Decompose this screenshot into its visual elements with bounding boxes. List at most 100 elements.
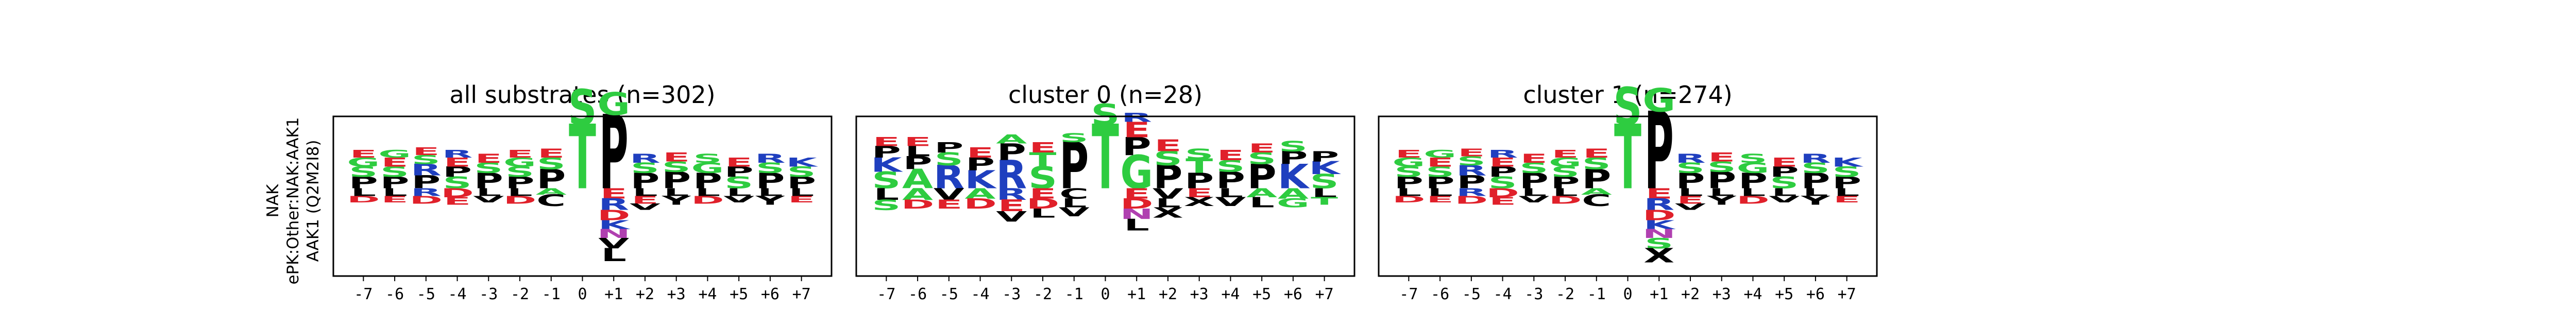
logo-letter: P <box>1278 148 1308 168</box>
logo-letter: E <box>1708 150 1735 164</box>
logo-letter: E <box>444 155 471 169</box>
x-tick-label: +4 <box>698 285 717 303</box>
logo-letter: N <box>1120 205 1154 222</box>
logo-letter: V <box>996 208 1027 225</box>
logo-column-+2: PSE VLX <box>1153 136 1183 221</box>
logo-letter: D <box>1549 194 1582 206</box>
logo-letter: X <box>1643 245 1674 267</box>
logo-letter: N <box>597 227 631 241</box>
x-tick-label: +4 <box>1743 285 1762 303</box>
x-tick-label: +6 <box>1284 285 1302 303</box>
logo-panel-0: all substrates (n=302)PSGELDPSEGLEPRSERD… <box>332 80 833 303</box>
logo-letter: R <box>996 152 1027 198</box>
logo-letter: S <box>537 154 566 173</box>
logo-letter: P <box>443 164 472 180</box>
logo-letter: S <box>631 160 659 176</box>
logo-letter: S <box>872 197 901 213</box>
logo-letter: E <box>1489 195 1516 208</box>
logo-letter: Y <box>661 194 691 208</box>
logo-letter: G <box>691 160 724 176</box>
logo-letter: P <box>965 154 995 175</box>
logo-letter: E <box>475 151 502 166</box>
logo-letter: E <box>506 148 534 160</box>
x-tick-label: +3 <box>1190 285 1209 303</box>
logo-letter: E <box>1520 151 1548 166</box>
logo-letter: R <box>755 151 786 166</box>
logo-letter: R <box>996 185 1027 203</box>
logo-letter: S <box>1488 174 1517 192</box>
logo-letter: E <box>1833 194 1860 204</box>
logo-letter: G <box>1277 196 1310 210</box>
logo-letter: E <box>1123 185 1150 202</box>
x-tick-label: +5 <box>1775 285 1793 303</box>
logo-letter: L <box>789 186 814 198</box>
logo-letter: P <box>1801 168 1830 194</box>
logo-letter: S <box>1676 160 1705 176</box>
x-tick-label: 0 <box>1623 285 1632 303</box>
logo-letter: K <box>1278 157 1310 196</box>
logo-letter: S <box>474 160 503 176</box>
logo-letter: S <box>1833 164 1861 180</box>
x-tick-label: -2 <box>511 285 529 303</box>
logo-letter: L <box>757 186 783 198</box>
logo-letter: K <box>1643 218 1676 232</box>
x-tick-label: -2 <box>1033 285 1052 303</box>
logo-letter: L <box>1552 186 1578 198</box>
x-tick-label: -7 <box>354 285 372 303</box>
logo-letter: E <box>1676 194 1704 206</box>
x-tick-label: +2 <box>1159 285 1177 303</box>
logo-letter: S <box>1645 235 1673 252</box>
x-tick-label: -1 <box>1065 285 1083 303</box>
logo-letter: S <box>1426 164 1454 180</box>
logo-letter: A <box>536 186 567 197</box>
x-tick-label: +3 <box>1713 285 1731 303</box>
logo-letter: G <box>1393 155 1426 169</box>
logo-letter: L <box>632 186 657 198</box>
logo-letter: P <box>997 139 1026 165</box>
logo-letter: L <box>382 186 407 198</box>
logo-column--1: PSE AC <box>1581 146 1613 210</box>
logo-column-+3: PSE LY <box>1706 150 1737 208</box>
logo-letter: E <box>873 134 900 149</box>
logo-letter: L <box>695 186 720 198</box>
logo-letter: E <box>1427 194 1454 204</box>
logo-letter: V <box>934 185 964 203</box>
logo-letter: T <box>1614 106 1641 210</box>
panel-title: cluster 1 (n=274) <box>1523 81 1732 109</box>
logo-letter: E <box>1217 147 1244 163</box>
logo-letter: E <box>381 194 409 204</box>
logo-letter: L <box>351 186 376 198</box>
logo-letter: D <box>1642 207 1675 224</box>
logo-letter: E <box>967 144 994 161</box>
logo-letter: K <box>964 165 997 194</box>
logo-letter: T <box>569 106 596 210</box>
logo-letter: S <box>1185 146 1214 162</box>
logo-letter: L <box>601 245 626 265</box>
logo-letter: S <box>1582 154 1611 173</box>
logo-letter: R <box>598 195 629 214</box>
logo-letter: L <box>1030 206 1055 220</box>
x-tick-label: -4 <box>1494 285 1512 303</box>
logo-panel-1: cluster 0 (n=28)SKPELSAPLEADRSPVEKPEADRP… <box>855 81 1355 303</box>
logo-letter: T <box>1311 195 1338 208</box>
logo-letter: D <box>347 194 380 204</box>
x-tick-label: +5 <box>1252 285 1271 303</box>
logo-letter: P <box>411 172 440 193</box>
logo-letter: P <box>787 174 816 192</box>
logo-letter: L <box>1521 186 1547 198</box>
logo-letter: V <box>1769 194 1800 204</box>
logo-letter: G <box>1737 160 1770 176</box>
x-tick-label: -7 <box>877 285 895 303</box>
logo-letter: S <box>1738 151 1767 166</box>
logo-letter: P <box>536 164 566 195</box>
logo-letter: G <box>503 155 536 169</box>
logo-letter: L <box>1218 186 1243 200</box>
